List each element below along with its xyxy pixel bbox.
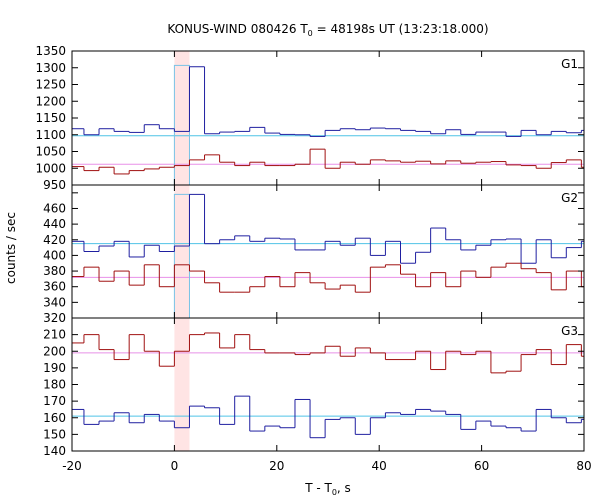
y-tick-label: 1300 xyxy=(35,61,66,75)
x-tick-label: 80 xyxy=(576,459,591,473)
y-tick-label: 1250 xyxy=(35,78,66,92)
y-tick-label: 190 xyxy=(43,361,66,375)
y-tick-label: 210 xyxy=(43,328,66,342)
y-tick-label: 400 xyxy=(43,248,66,262)
y-tick-label: 160 xyxy=(43,411,66,425)
panel-label-g3: G3 xyxy=(561,324,578,338)
panel-label-g2: G2 xyxy=(561,191,578,205)
panels-group: 950 1000 1050 1100 1150 1200 1250 1300 1350 G1 320… xyxy=(35,44,591,473)
panel-frame xyxy=(71,317,585,452)
y-tick-label: 200 xyxy=(43,344,66,358)
y-tick-label: 460 xyxy=(43,201,66,215)
panel-g3: 140 150 160 170 180 190 200 210 G3 xyxy=(43,317,585,458)
y-axis-label: counts / sec xyxy=(4,212,18,284)
series-2-g2 xyxy=(72,262,584,293)
chart-title: KONUS-WIND 080426 T0 = 48198s UT (13:23:… xyxy=(167,22,488,38)
trigger-interval-highlight xyxy=(174,51,190,185)
y-tick-label: 320 xyxy=(43,311,66,325)
y-tick-label: 1350 xyxy=(35,44,66,58)
x-tick-label: -20 xyxy=(62,459,82,473)
y-tick-label: 180 xyxy=(43,378,66,392)
y-tick-label: 1050 xyxy=(35,145,66,159)
y-tick-label: 950 xyxy=(43,178,66,192)
y-tick-label: 1100 xyxy=(35,128,66,142)
y-tick-label: 380 xyxy=(43,264,66,278)
x-axis-label: T - T0, s xyxy=(304,481,351,497)
y-tick-label: 1000 xyxy=(35,161,66,175)
y-tick-label: 170 xyxy=(43,394,66,408)
series-1-g1 xyxy=(72,66,584,137)
y-tick-label: 140 xyxy=(43,444,66,458)
x-tick-label: 60 xyxy=(474,459,489,473)
panel-g1: 950 1000 1050 1100 1150 1200 1250 1300 1350 G1 xyxy=(35,44,585,192)
series-2-g3 xyxy=(72,395,584,439)
x-tick-label: 20 xyxy=(269,459,284,473)
panel-frame xyxy=(71,184,585,319)
y-tick-label: 1200 xyxy=(35,94,66,108)
y-tick-label: 440 xyxy=(43,217,66,231)
x-tick-label: 40 xyxy=(372,459,387,473)
y-tick-label: 1150 xyxy=(35,111,66,125)
y-tick-label: 420 xyxy=(43,233,66,247)
series-1-g3 xyxy=(72,332,584,374)
y-tick-label: 360 xyxy=(43,280,66,294)
series-1-g2 xyxy=(72,193,584,264)
trigger-interval-highlight xyxy=(174,318,190,451)
y-tick-label: 340 xyxy=(43,295,66,309)
trigger-interval-highlight xyxy=(174,185,190,318)
series-2-g1 xyxy=(72,148,584,175)
x-axis-tick-labels: -20 0 20 40 60 80 xyxy=(62,459,591,473)
y-tick-label: 150 xyxy=(43,427,66,441)
x-tick-label: 0 xyxy=(171,459,179,473)
panel-label-g1: G1 xyxy=(561,57,578,71)
